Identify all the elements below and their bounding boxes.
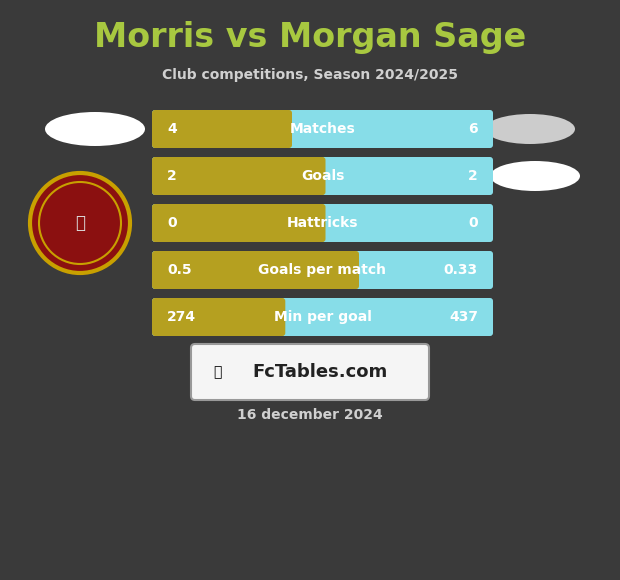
- Text: FcTables.com: FcTables.com: [252, 363, 388, 381]
- FancyBboxPatch shape: [152, 110, 493, 148]
- Text: Goals: Goals: [301, 169, 344, 183]
- Text: Morris vs Morgan Sage: Morris vs Morgan Sage: [94, 21, 526, 55]
- Text: 0.5: 0.5: [167, 263, 192, 277]
- Circle shape: [30, 173, 130, 273]
- Text: ⚽: ⚽: [75, 214, 85, 232]
- Text: 📊: 📊: [213, 365, 221, 379]
- Ellipse shape: [45, 112, 145, 146]
- Text: Matches: Matches: [290, 122, 355, 136]
- Text: 0: 0: [167, 216, 177, 230]
- FancyBboxPatch shape: [152, 251, 359, 289]
- FancyBboxPatch shape: [152, 204, 326, 242]
- Text: 0.33: 0.33: [444, 263, 478, 277]
- Text: Club competitions, Season 2024/2025: Club competitions, Season 2024/2025: [162, 68, 458, 82]
- Text: Goals per match: Goals per match: [259, 263, 386, 277]
- Text: 437: 437: [449, 310, 478, 324]
- FancyBboxPatch shape: [191, 344, 429, 400]
- Ellipse shape: [485, 114, 575, 144]
- FancyBboxPatch shape: [152, 157, 493, 195]
- Ellipse shape: [490, 161, 580, 191]
- Text: 0: 0: [468, 216, 478, 230]
- FancyBboxPatch shape: [152, 298, 285, 336]
- Text: 274: 274: [167, 310, 196, 324]
- Text: Hattricks: Hattricks: [286, 216, 358, 230]
- FancyBboxPatch shape: [152, 298, 493, 336]
- FancyBboxPatch shape: [152, 251, 493, 289]
- FancyBboxPatch shape: [152, 110, 292, 148]
- FancyBboxPatch shape: [152, 204, 493, 242]
- FancyBboxPatch shape: [152, 157, 326, 195]
- Text: 2: 2: [167, 169, 177, 183]
- Text: Min per goal: Min per goal: [273, 310, 371, 324]
- Text: 4: 4: [167, 122, 177, 136]
- Text: 2: 2: [468, 169, 478, 183]
- Text: 6: 6: [468, 122, 478, 136]
- Text: 16 december 2024: 16 december 2024: [237, 408, 383, 422]
